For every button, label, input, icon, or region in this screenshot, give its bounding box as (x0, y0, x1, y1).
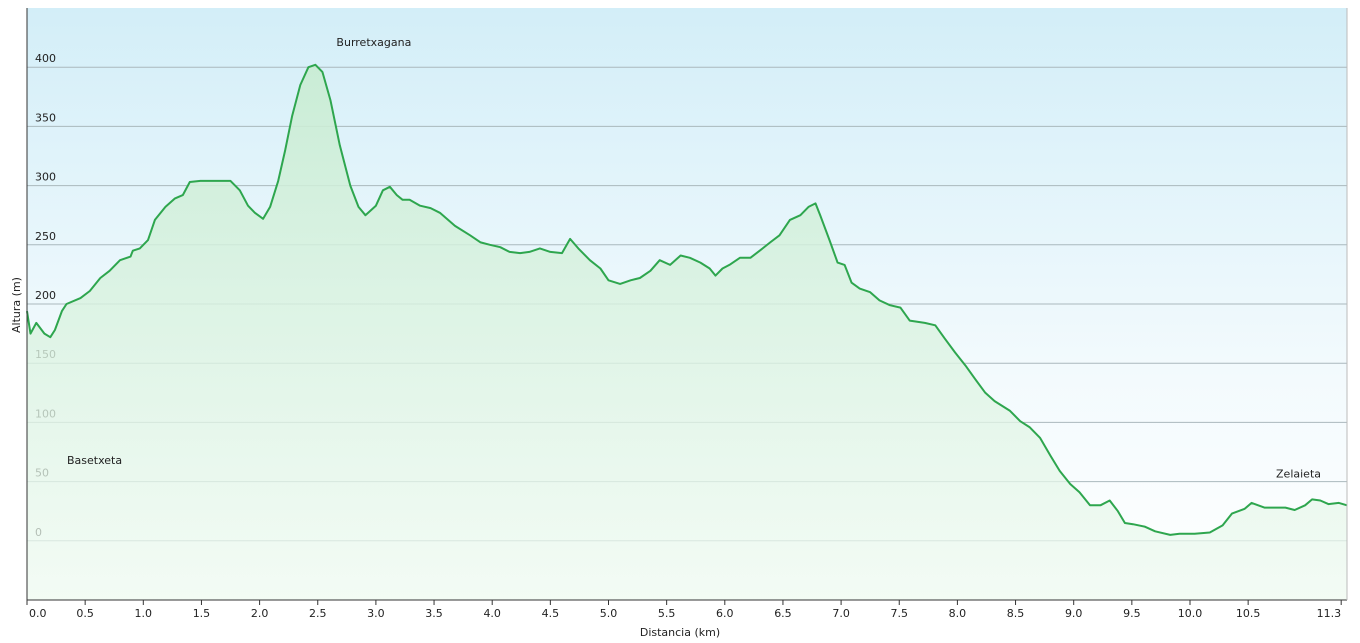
x-tick-label: 10.0 (1178, 607, 1203, 620)
x-tick-label: 0.0 (29, 607, 47, 620)
elevation-line (26, 63, 1348, 536)
y-tick-label: 400 (35, 52, 56, 65)
x-tick-label: 5.5 (658, 607, 676, 620)
y-tick-label: 250 (35, 230, 56, 243)
x-tick-label: 9.5 (1123, 607, 1141, 620)
x-tick-label: 8.0 (949, 607, 967, 620)
x-axis-label: Distancia (km) (640, 626, 720, 639)
x-tick-label: 3.0 (367, 607, 385, 620)
y-tick-label: 300 (35, 171, 56, 184)
x-tick-label: 7.0 (832, 607, 850, 620)
x-tick-label: 6.5 (774, 607, 792, 620)
annotation: Burretxagana (336, 36, 411, 49)
area-fill (27, 64, 1347, 601)
x-tick-label: 9.0 (1065, 607, 1083, 620)
x-tick-label: 10.5 (1236, 607, 1261, 620)
x-tick-label: 4.5 (542, 607, 560, 620)
x-tick-label: 6.0 (716, 607, 734, 620)
x-tick-label: 8.5 (1007, 607, 1025, 620)
x-tick-label: 5.0 (600, 607, 618, 620)
x-tick-label: 1.0 (135, 607, 153, 620)
x-tick-label: 4.0 (483, 607, 501, 620)
y-axis-label: Altura (m) (10, 277, 23, 333)
x-tick-label: 11.3 (1317, 607, 1342, 620)
x-tick-label: 3.5 (425, 607, 443, 620)
x-tick-label: 2.5 (309, 607, 327, 620)
y-tick-label: 350 (35, 111, 56, 124)
x-tick-label: 0.5 (76, 607, 94, 620)
x-tick-label: 2.0 (251, 607, 269, 620)
x-tick-label: 7.5 (890, 607, 908, 620)
x-tick-label: 1.5 (193, 607, 211, 620)
annotation: Zelaieta (1276, 467, 1321, 480)
annotation: Basetxeta (67, 454, 122, 467)
y-tick-label: 200 (35, 289, 56, 302)
